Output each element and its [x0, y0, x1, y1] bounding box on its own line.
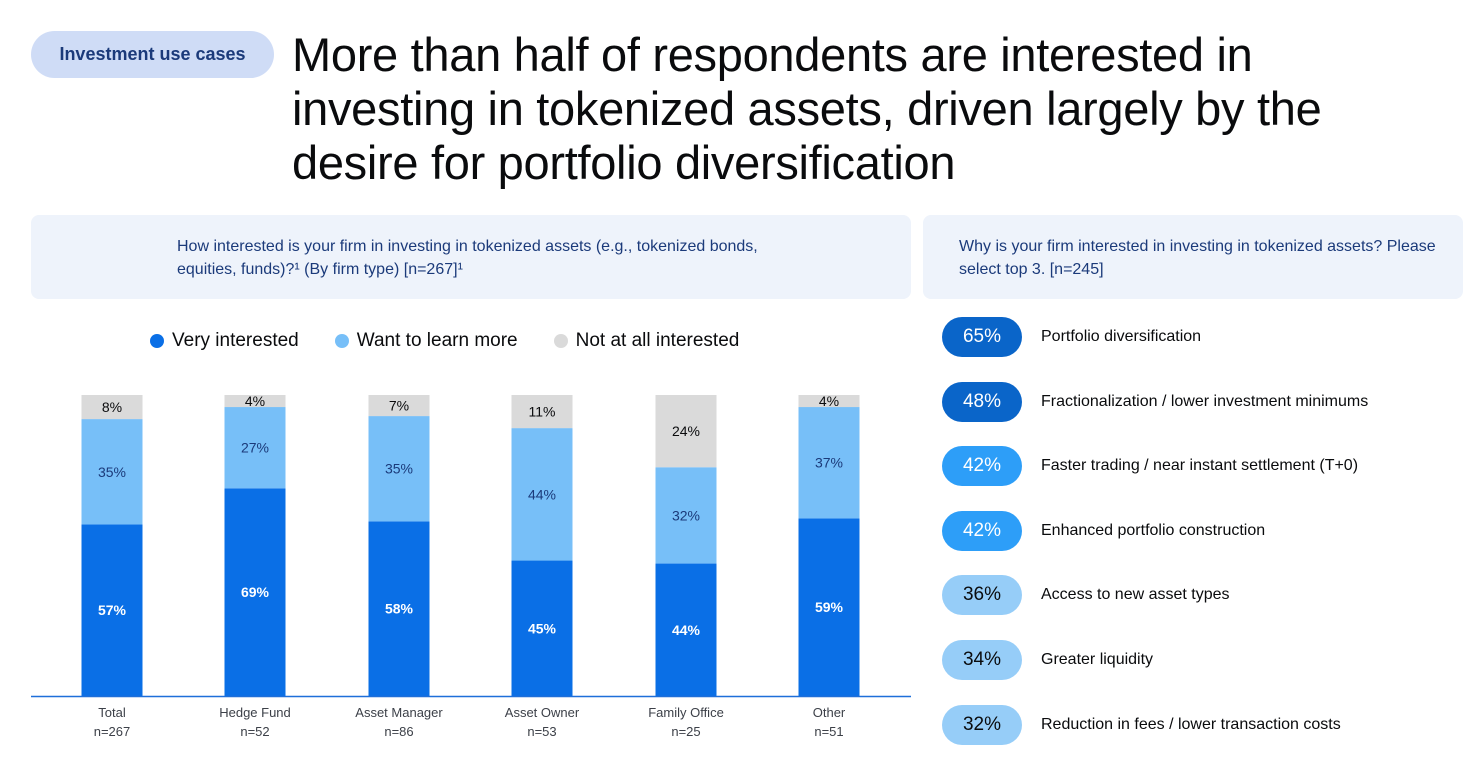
x-tick-n-label: n=53 [527, 724, 556, 739]
legend-label-very-interested: Very interested [172, 330, 299, 351]
bar-segment [81, 395, 143, 420]
x-tick-label: Asset Manager [355, 705, 443, 720]
bar-segment [368, 416, 430, 522]
bar-segment [798, 407, 860, 519]
bar-segment [81, 524, 143, 696]
bar-value-label: 32% [672, 507, 700, 523]
x-tick-n-label: n=86 [384, 724, 413, 739]
x-tick-n-label: n=52 [240, 724, 269, 739]
reason-percent-pill: 65% [942, 317, 1022, 357]
bar-value-label: 4% [819, 393, 839, 409]
legend-item-very-interested: Very interested [150, 330, 299, 352]
bar-value-label: 44% [528, 486, 556, 502]
legend-item-want-to-learn-more: Want to learn more [334, 330, 518, 352]
page-headline: More than half of respondents are intere… [292, 28, 1322, 189]
bar-segment [224, 488, 286, 696]
bar-value-label: 7% [389, 398, 409, 414]
reason-row: 42% Faster trading / near instant settlem… [942, 446, 1359, 487]
section-tag: Investment use cases [31, 31, 274, 78]
x-tick-label: Total [98, 705, 126, 720]
chart-legend: Very interested Want to learn more Not a… [150, 330, 775, 352]
left-question-text: How interested is your firm in investing… [177, 238, 758, 278]
x-tick-label: Other [813, 705, 846, 720]
x-tick-label: Hedge Fund [219, 705, 291, 720]
reason-percent-pill: 36% [942, 575, 1022, 616]
x-tick-n-label: n=25 [671, 724, 700, 739]
reason-label: Access to new asset types [1041, 586, 1230, 604]
legend-label-not-interested: Not at all interested [575, 330, 740, 351]
legend-label-want-to-learn-more: Want to learn more [356, 330, 518, 351]
bar-segment [224, 395, 286, 408]
legend-dot-not-interested [553, 334, 568, 348]
bar-segment [655, 395, 717, 468]
bar-segment [81, 419, 143, 525]
stacked-bar-chart: 57% 35% 8% Total n=267 69% 27% 4% Hedge Fund n=52… [31, 393, 911, 739]
bar-value-label: 37% [815, 455, 843, 471]
bar-segment [511, 560, 573, 696]
legend-dot-want-to-learn-more [334, 334, 349, 348]
x-tick-label: Family Office [648, 705, 724, 720]
bar-value-label: 35% [98, 464, 126, 480]
bar-segment [798, 518, 860, 696]
x-tick-n-label: n=51 [814, 724, 843, 739]
reason-label: Fractionalization / lower investment min… [1041, 392, 1369, 410]
reason-label: Enhanced portfolio construction [1041, 521, 1266, 539]
bar-segment [511, 395, 573, 429]
reason-percent-pill: 42% [942, 446, 1022, 487]
bar-segment [224, 407, 286, 489]
reason-label: Faster trading / near instant settlement… [1041, 457, 1359, 475]
reason-row: 48% Fractionalization / lower investment … [942, 381, 1369, 422]
bar-value-label: 11% [529, 404, 556, 420]
reason-percent-pill: 48% [942, 381, 1022, 422]
bar-value-label: 24% [672, 423, 700, 439]
reason-label: Portfolio diversification [1041, 328, 1202, 345]
reason-percent-pill: 32% [942, 704, 1022, 745]
reason-row: 36% Access to new asset types [942, 575, 1230, 616]
reason-percent-pill: 42% [942, 510, 1022, 551]
reason-row: 42% Enhanced portfolio construction [942, 510, 1266, 551]
bar-value-label: 4% [245, 393, 265, 409]
left-question-box: How interested is your firm in investing… [31, 215, 911, 299]
bar-value-label: 69% [241, 584, 270, 600]
bar-value-label: 27% [241, 440, 269, 456]
bar-value-label: 35% [385, 461, 413, 477]
bar-segment [368, 395, 430, 417]
bar-segment [798, 395, 860, 408]
reason-row: 65% Portfolio diversification [942, 317, 1201, 357]
reason-label: Reduction in fees / lower transaction co… [1041, 715, 1341, 733]
reason-label: Greater liquidity [1041, 651, 1154, 668]
legend-item-not-interested: Not at all interested [553, 330, 740, 352]
right-question-box: Why is your firm interested in investing… [923, 215, 1463, 299]
reason-row: 34% Greater liquidity [942, 640, 1153, 680]
bar-segment [655, 563, 717, 696]
bar-value-label: 57% [98, 602, 127, 618]
legend-dot-very-interested [150, 334, 164, 348]
bar-segment [511, 428, 573, 561]
right-question-text: Why is your firm interested in investing… [959, 238, 1436, 278]
bar-value-label: 45% [528, 620, 557, 636]
bar-value-label: 8% [102, 399, 122, 415]
x-tick-n-label: n=267 [94, 724, 131, 739]
bar-segment [368, 521, 430, 696]
bar-value-label: 59% [815, 599, 844, 615]
reason-row: 32% Reduction in fees / lower transaction… [942, 704, 1341, 745]
x-tick-label: Asset Owner [505, 705, 580, 720]
reason-percent-pill: 34% [942, 640, 1022, 680]
bar-value-label: 58% [385, 601, 414, 617]
bar-segment [655, 467, 717, 564]
bar-value-label: 44% [672, 622, 701, 638]
